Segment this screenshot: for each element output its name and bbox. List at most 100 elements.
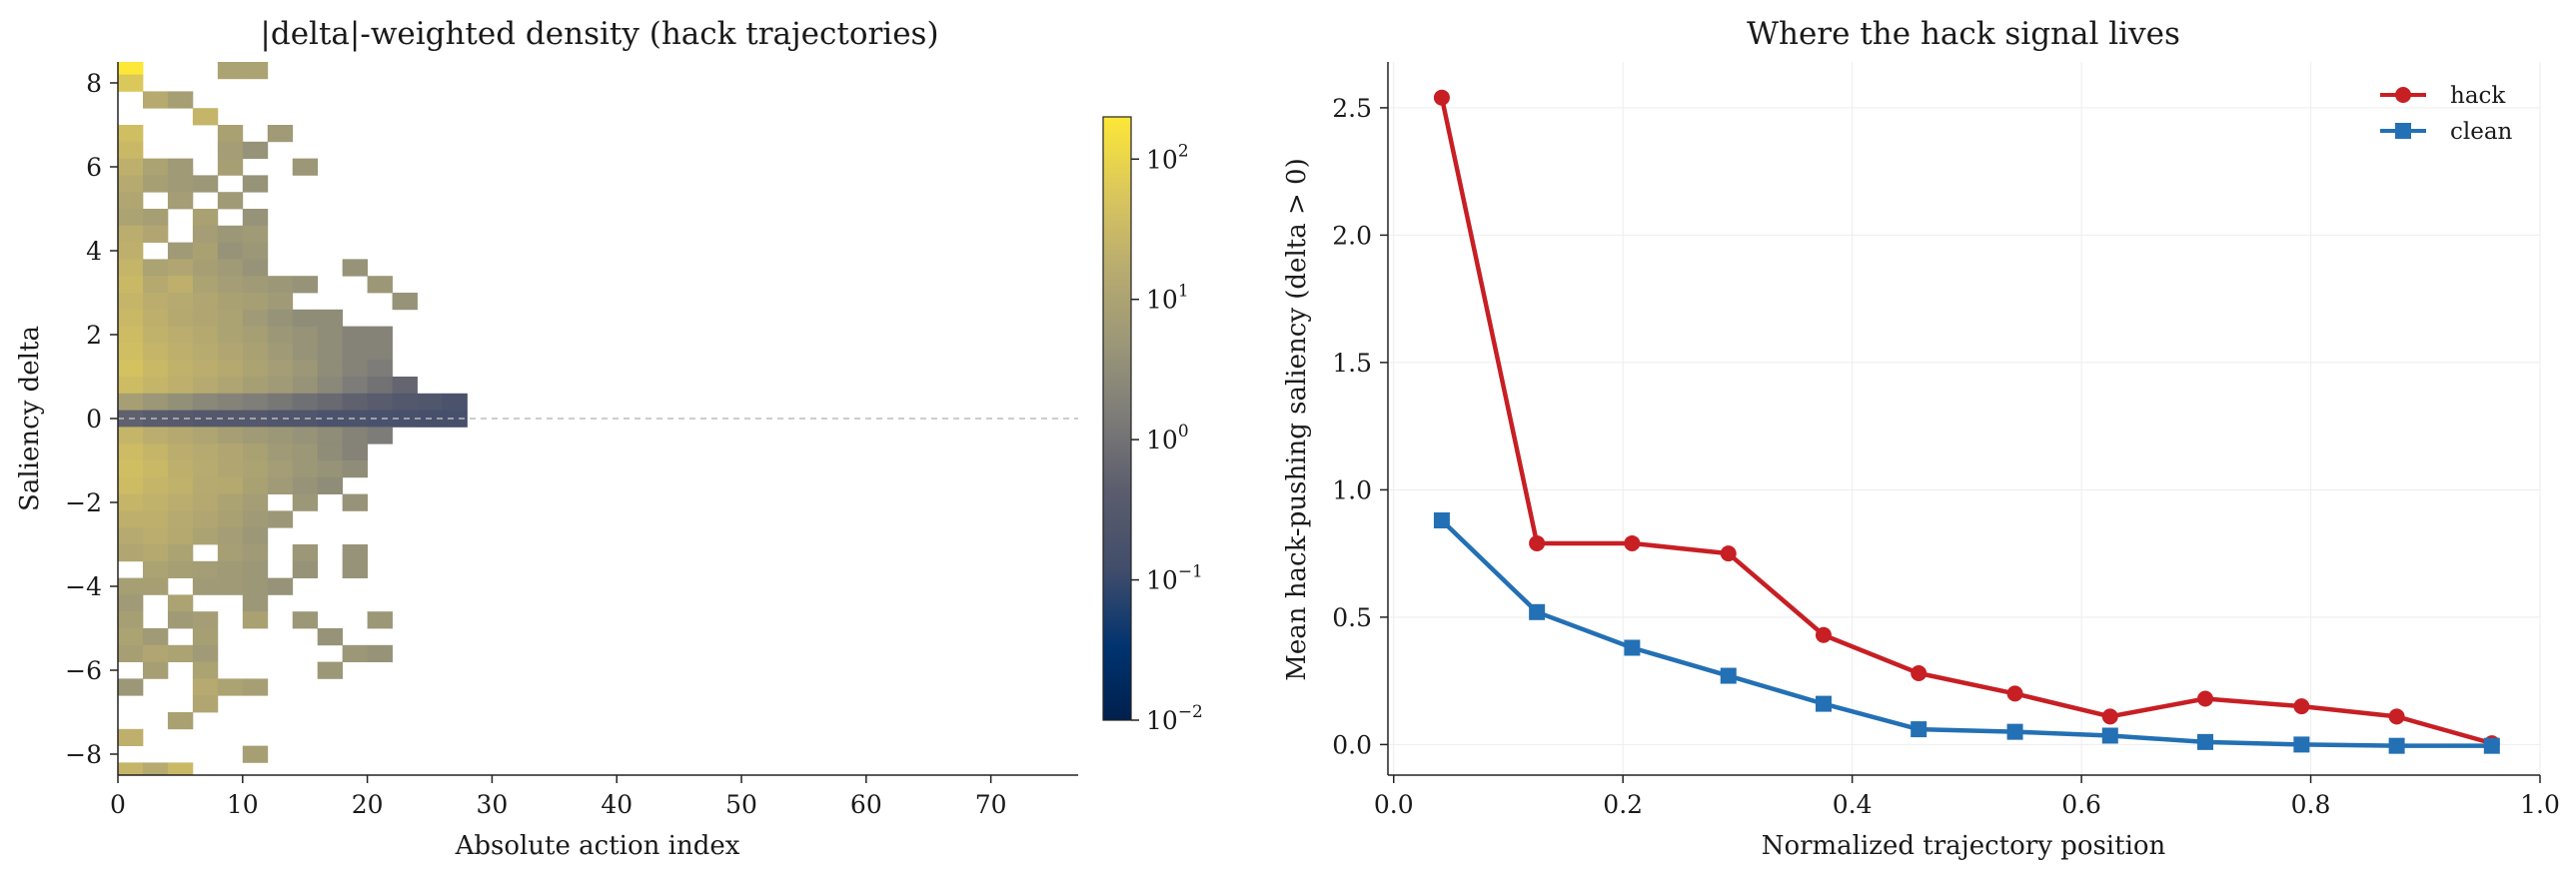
heatmap-cell [167,493,194,511]
heatmap-cell [192,175,219,193]
heatmap-cell [192,108,219,126]
heatmap-cell [118,644,144,662]
line-chart-title: Where the hack signal lives [1747,16,2180,52]
heatmap-cell [167,158,194,176]
heatmap-cell [118,343,144,361]
heatmap-cell [242,611,269,629]
heatmap-cell [267,410,294,428]
heatmap-cell [118,678,144,696]
heatmap-cell [192,611,219,629]
heatmap-cell [242,476,269,494]
heatmap-cell [142,544,169,562]
line-x-ticks: 0.0 0.2 0.4 0.6 0.8 1.0 [1374,775,2560,819]
line-y-label: Mean hack-pushing saliency (delta > 0) [1282,158,1312,680]
heatmap-cell [118,493,144,511]
heatmap-cell [292,427,319,444]
heatmap-cell [292,493,319,511]
heatmap-cell [342,443,369,461]
heatmap-cell [242,309,269,327]
heatmap-cell [118,577,144,595]
x-tick-label: 20 [352,790,384,819]
heatmap-cell [217,427,244,444]
heatmap-cell [367,360,393,378]
heatmap-cell [167,326,194,344]
heatmap-cell [317,661,344,679]
heatmap-cell [167,544,194,562]
heatmap-cells [118,62,468,776]
heatmap-cell [267,476,294,494]
heatmap-cell [392,293,418,311]
heatmap-cell [217,560,244,578]
heatmap-cell [342,360,369,378]
colorbar-tick-label: 10−1 [1146,562,1203,595]
heatmap-cell [167,560,194,578]
y-tick-label: −2 [65,488,102,517]
heatmap-cell [217,476,244,494]
heatmap-cell [217,343,244,361]
heatmap-cell [242,443,269,461]
heatmap-cell [142,377,169,395]
heatmap-cell [217,242,244,260]
heatmap-cell [242,560,269,578]
heatmap-cell [242,225,269,243]
heatmap-cell [367,644,393,662]
heatmap-cell [292,276,319,294]
y-tick-label: 2.5 [1332,94,1372,123]
heatmap-x-ticks: 0 10 20 30 40 50 60 70 [110,775,1007,819]
heatmap-cell [217,125,244,143]
heatmap-cell [118,192,144,210]
heatmap-cell [118,527,144,545]
heatmap-cell [267,460,294,478]
heatmap-cell [392,393,418,411]
heatmap-cell [367,377,393,395]
heatmap-cell [242,209,269,227]
x-tick-label: 0.0 [1374,790,1414,819]
heatmap-cell [118,209,144,227]
heatmap-cell [167,410,194,428]
heatmap-cell [242,326,269,344]
heatmap-cell [142,560,169,578]
heatmap-cell [118,393,144,411]
heatmap-cell [118,259,144,277]
heatmap-cell [267,360,294,378]
heatmap-cell [367,393,393,411]
x-tick-label: 0.4 [1833,790,1873,819]
heatmap-cell [217,141,244,159]
heatmap-cell [342,393,369,411]
heatmap-cell [192,510,219,528]
heatmap-cell [118,276,144,294]
heatmap-cell [217,225,244,243]
heatmap-cell [142,158,169,176]
heatmap-cell [118,225,144,243]
heatmap-cell [167,293,194,311]
y-tick-label: 4 [86,237,102,266]
colorbar: 10−2 10−1 100 101 102 [1102,116,1203,735]
heatmap-cell [167,276,194,294]
heatmap-cell [192,493,219,511]
heatmap-cell [292,158,319,176]
heatmap-cell [242,276,269,294]
heatmap-cell [167,175,194,193]
heatmap-cell [292,343,319,361]
heatmap-cell [242,343,269,361]
heatmap-cell [192,259,219,277]
heatmap-cell [118,309,144,327]
heatmap-cell [142,493,169,511]
heatmap-cell [292,326,319,344]
heatmap-cell [342,644,369,662]
heatmap-cell [267,326,294,344]
heatmap-cell [192,661,219,679]
data-point-hack [2006,685,2023,702]
data-point-hack [2101,708,2118,725]
data-point-clean [1911,721,1928,738]
heatmap-cell [367,343,393,361]
heatmap-cell [142,393,169,411]
heatmap-cell [267,343,294,361]
heatmap-cell [167,644,194,662]
heatmap-cell [142,259,169,277]
heatmap-cell [142,644,169,662]
heatmap-cell [142,476,169,494]
heatmap-cell [292,544,319,562]
heatmap-cell [342,560,369,578]
heatmap-cell [167,393,194,411]
